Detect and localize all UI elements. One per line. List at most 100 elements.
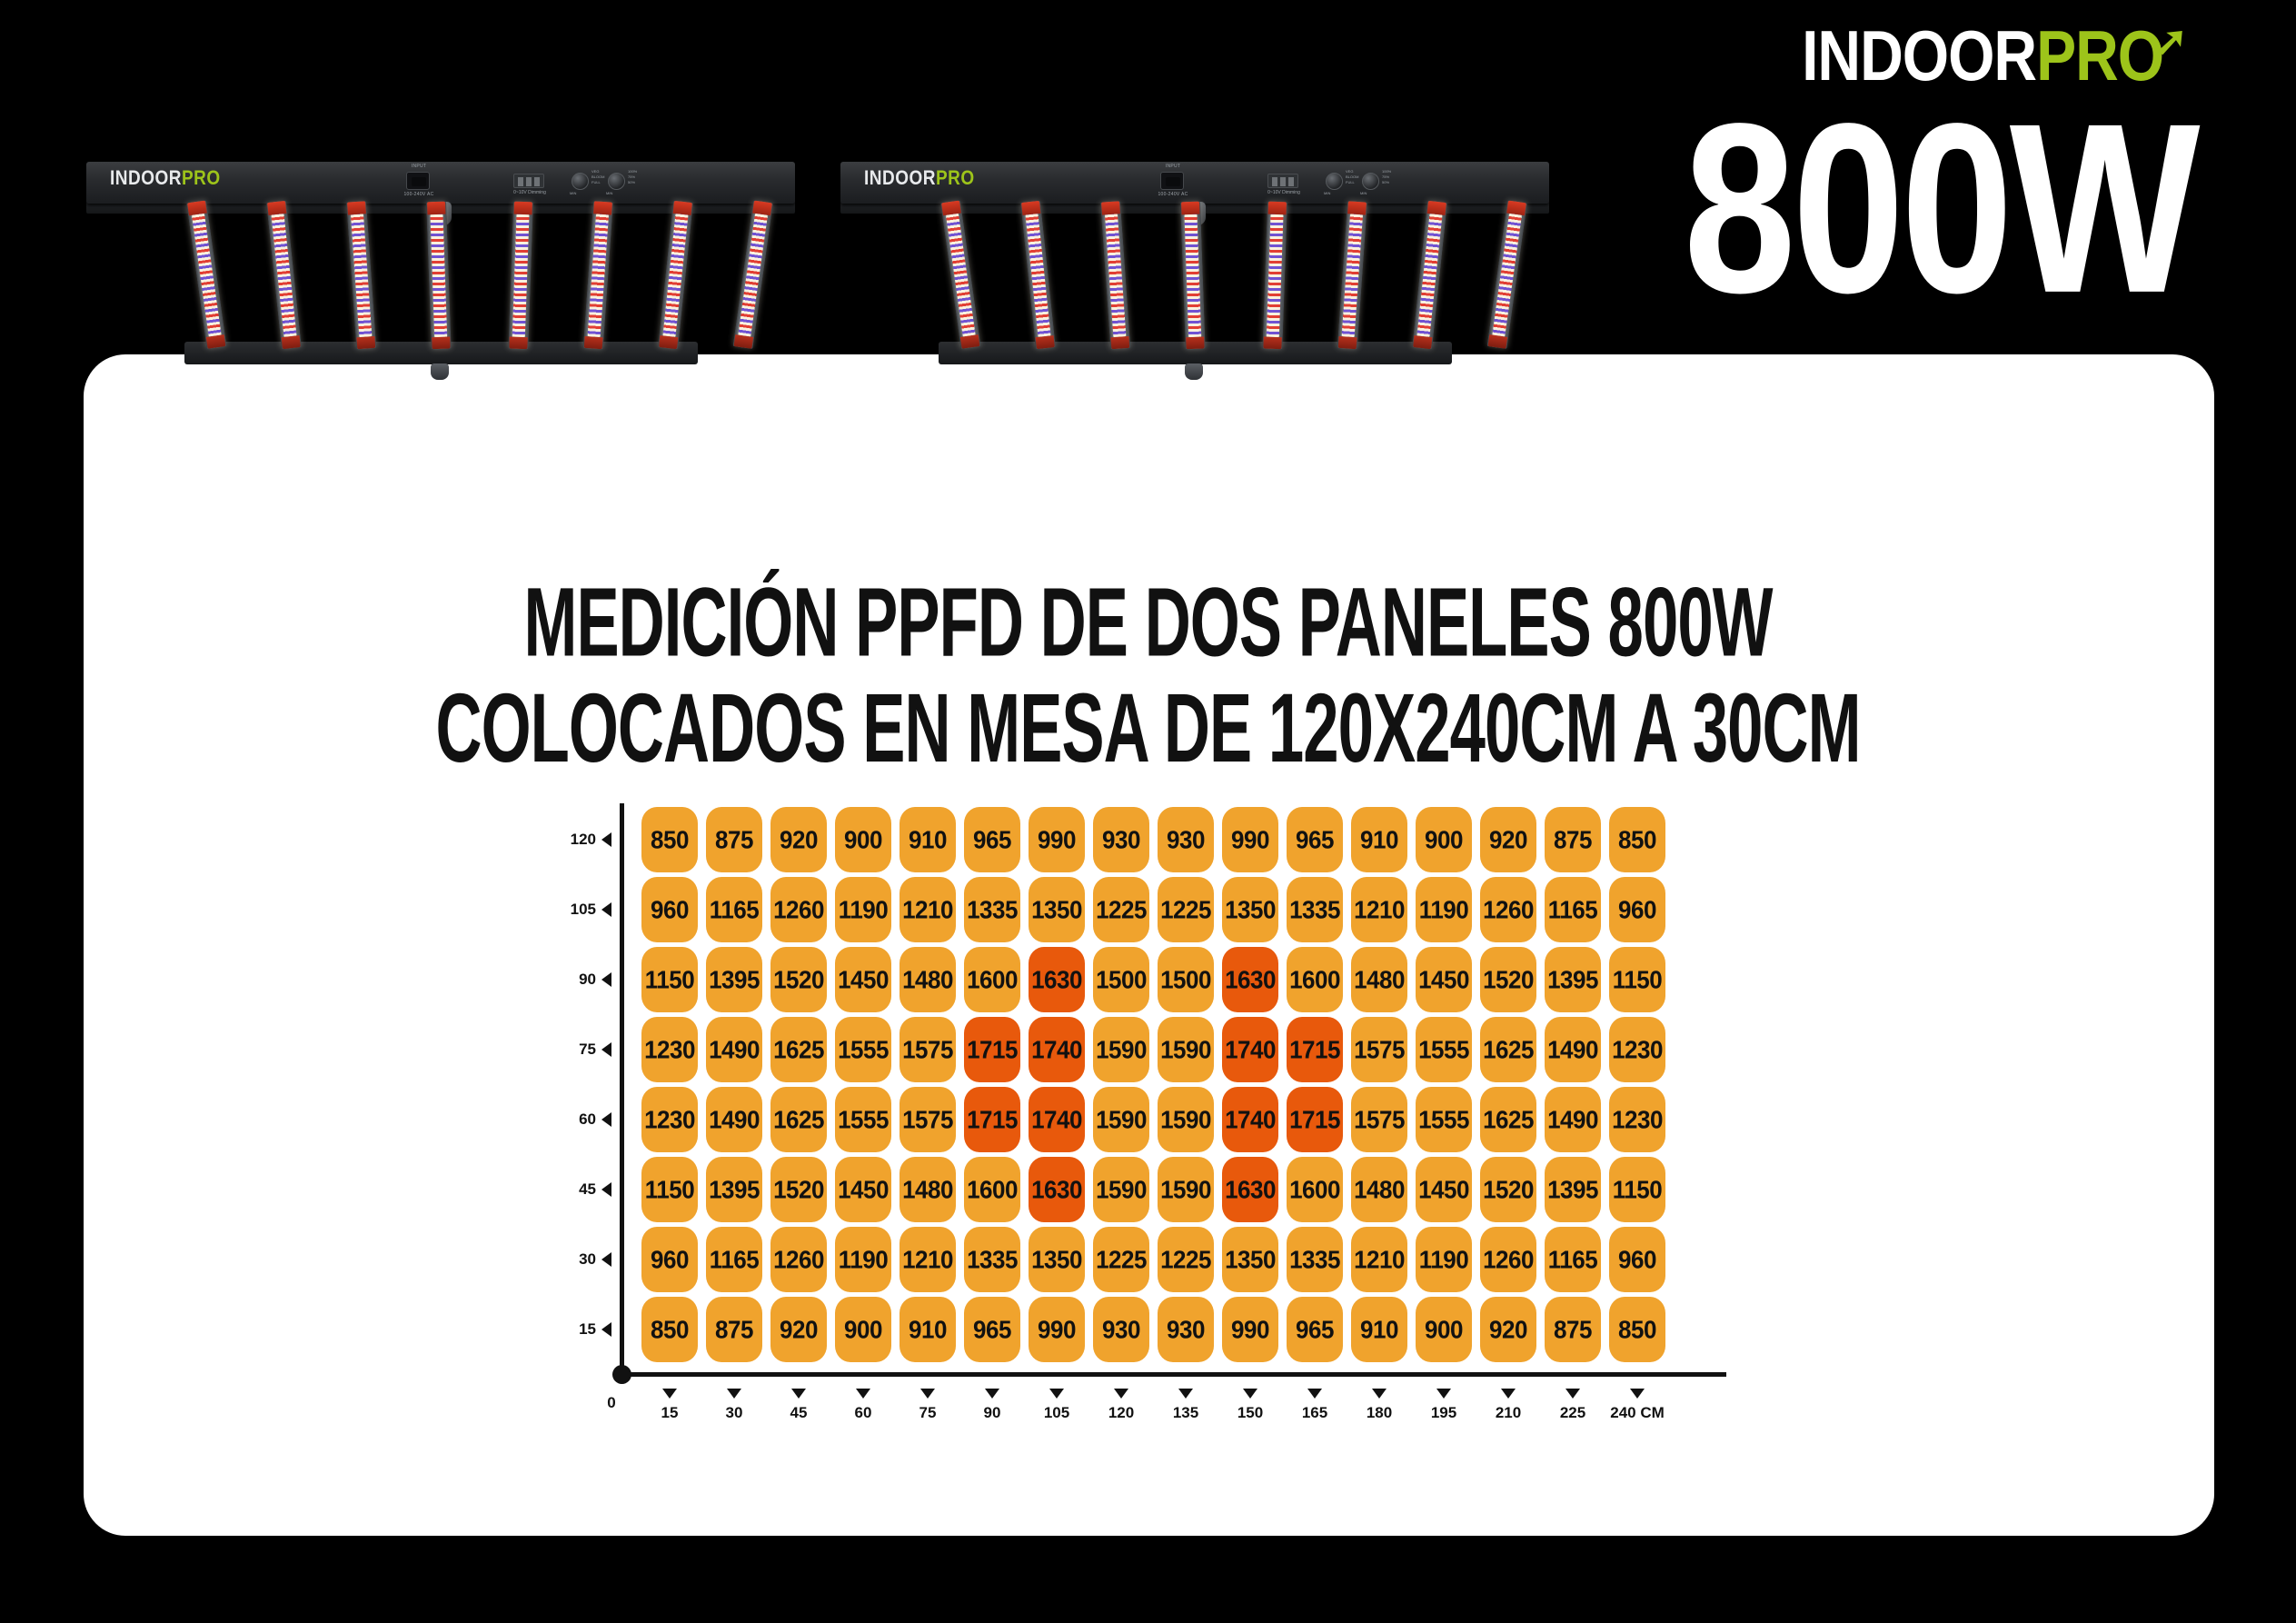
x-axis-tick-icon: [1243, 1389, 1257, 1399]
panel-1-dimming-port: [513, 174, 544, 188]
x-axis-tick-icon: [856, 1389, 870, 1399]
heatmap-cell: 1395: [706, 946, 762, 1013]
heatmap-cell: 1165: [1545, 1226, 1601, 1293]
heatmap-cell: 965: [1287, 1296, 1343, 1363]
led-bar: [346, 201, 377, 350]
heatmap-cell: 1520: [1480, 1156, 1536, 1223]
heatmap-cell: 1715: [964, 1086, 1020, 1153]
heatmap-cell: 910: [1351, 806, 1407, 873]
panel-2-top-frame: INDOORPRO INPUT 100-240V AC 0~10V Dimmin…: [840, 162, 1549, 204]
heatmap-cell: 1480: [900, 1156, 956, 1223]
panel-1-spectrum-ticks: VEG BLOOM FULL: [591, 169, 605, 184]
heatmap-cell: 1230: [1609, 1016, 1665, 1083]
heatmap-cell: 1150: [641, 1156, 698, 1223]
x-axis-label: 180: [1366, 1404, 1393, 1421]
heatmap-cell: 1335: [1287, 876, 1343, 943]
heatmap-cell: 1740: [1029, 1086, 1085, 1153]
heatmap-cell: 1350: [1222, 1226, 1278, 1293]
led-panel-2: INDOORPRO INPUT 100-240V AC 0~10V Dimmin…: [840, 162, 1549, 384]
heatmap-cell: 1230: [1609, 1086, 1665, 1153]
heatmap-cell: 960: [641, 876, 698, 943]
panel-2-spectrum-knob[interactable]: [1326, 173, 1343, 190]
heatmap-cell: 1500: [1093, 946, 1149, 1013]
panel-2-dimmer-knob[interactable]: [1362, 173, 1379, 190]
panel-1-dimming-label: 0~10V Dimming: [513, 190, 546, 195]
heatmap-cell: 1260: [770, 1226, 827, 1293]
heatmap-cell: 1555: [1416, 1016, 1472, 1083]
panel-2-spectrum-ticks: VEG BLOOM FULL: [1346, 169, 1359, 184]
x-axis-label: 30: [725, 1404, 743, 1421]
panel-2-dimmer-ticks: 100% 75% 50%: [1382, 169, 1392, 184]
x-axis-label: 210: [1495, 1404, 1522, 1421]
heatmap-cell: 1520: [770, 946, 827, 1013]
panel-1-spectrum-knob[interactable]: [572, 173, 589, 190]
heatmap-cell: 1350: [1029, 1226, 1085, 1293]
heatmap-cell: 1165: [1545, 876, 1601, 943]
led-panel-1: INDOORPRO INPUT 100-240V AC 0~10V Dimmin…: [86, 162, 795, 384]
heatmap-cell: 1480: [900, 946, 956, 1013]
x-axis-label: 45: [790, 1404, 808, 1421]
y-axis-label: 30: [579, 1250, 596, 1268]
heatmap-cell: 1600: [964, 1156, 1020, 1223]
x-axis-tick-icon: [1565, 1389, 1580, 1399]
heatmap-cell: 1225: [1093, 876, 1149, 943]
heatmap-cell: 1625: [1480, 1086, 1536, 1153]
heatmap-cell: 930: [1158, 1296, 1214, 1363]
y-axis-label: 90: [579, 971, 596, 988]
x-axis-tick-icon: [1049, 1389, 1064, 1399]
heatmap-cell: 1600: [1287, 1156, 1343, 1223]
heatmap-cell: 965: [1287, 806, 1343, 873]
x-axis-tick-icon: [920, 1389, 935, 1399]
led-bar: [186, 200, 227, 349]
heatmap-cell: 990: [1029, 806, 1085, 873]
y-axis-label: 75: [579, 1041, 596, 1058]
heatmap-cell: 960: [641, 1226, 698, 1293]
y-axis-tick-icon: [601, 1112, 611, 1127]
heatmap-cell: 1165: [706, 1226, 762, 1293]
brand-header: INDOORPRO➚ 800W: [1683, 20, 2200, 330]
heatmap-cell: 850: [1609, 806, 1665, 873]
led-bar: [1412, 200, 1447, 350]
heatmap-cell: 1555: [1416, 1086, 1472, 1153]
heatmap-cell: 1480: [1351, 946, 1407, 1013]
heatmap-cell: 1395: [1545, 1156, 1601, 1223]
heatmap-cell: 1150: [1609, 946, 1665, 1013]
heatmap-cell: 930: [1093, 806, 1149, 873]
origin-label: 0: [607, 1394, 616, 1411]
heatmap-cell: 1600: [1287, 946, 1343, 1013]
panel-1-logo: INDOORPRO: [110, 169, 221, 189]
y-axis-label: 105: [570, 901, 596, 918]
led-bar: [1337, 201, 1367, 350]
heatmap-cell: 1625: [770, 1086, 827, 1153]
heatmap-cell: 850: [641, 1296, 698, 1363]
heatmap-cell: 1630: [1029, 1156, 1085, 1223]
heatmap-cell: 1480: [1351, 1156, 1407, 1223]
x-axis-tick-icon: [1114, 1389, 1128, 1399]
heatmap-cell: 920: [770, 806, 827, 873]
heatmap-cell: 1260: [1480, 1226, 1536, 1293]
heatmap-cell: 1350: [1029, 876, 1085, 943]
heatmap-cell: 1590: [1158, 1016, 1214, 1083]
heatmap-cell: 900: [835, 1296, 891, 1363]
heatmap-cell: 1190: [835, 1226, 891, 1293]
led-bar: [1262, 201, 1287, 350]
panel-1-spectrum-min-label: MIN: [570, 191, 577, 195]
heatmap-cell: 910: [1351, 1296, 1407, 1363]
heatmap-cell: 965: [964, 1296, 1020, 1363]
led-bar: [1486, 200, 1527, 349]
heatmap-cell: 1230: [641, 1086, 698, 1153]
heatmap-cell: 930: [1158, 806, 1214, 873]
panel-1-dimmer-knob[interactable]: [608, 173, 625, 190]
heatmap-cell: 1450: [835, 1156, 891, 1223]
heatmap-cell: 1225: [1158, 1226, 1214, 1293]
heatmap-cell: 875: [706, 1296, 762, 1363]
panel-2-logo-indoor: INDOOR: [864, 167, 936, 190]
heatmap-cell: 960: [1609, 1226, 1665, 1293]
heatmap-cell: 1590: [1093, 1016, 1149, 1083]
panel-2-power-inlet: [1160, 172, 1184, 190]
heatmap-cell: 920: [1480, 806, 1536, 873]
heatmap-cell: 1630: [1222, 1156, 1278, 1223]
x-axis-tick-icon: [1501, 1389, 1516, 1399]
x-axis-tick-icon: [1178, 1389, 1193, 1399]
